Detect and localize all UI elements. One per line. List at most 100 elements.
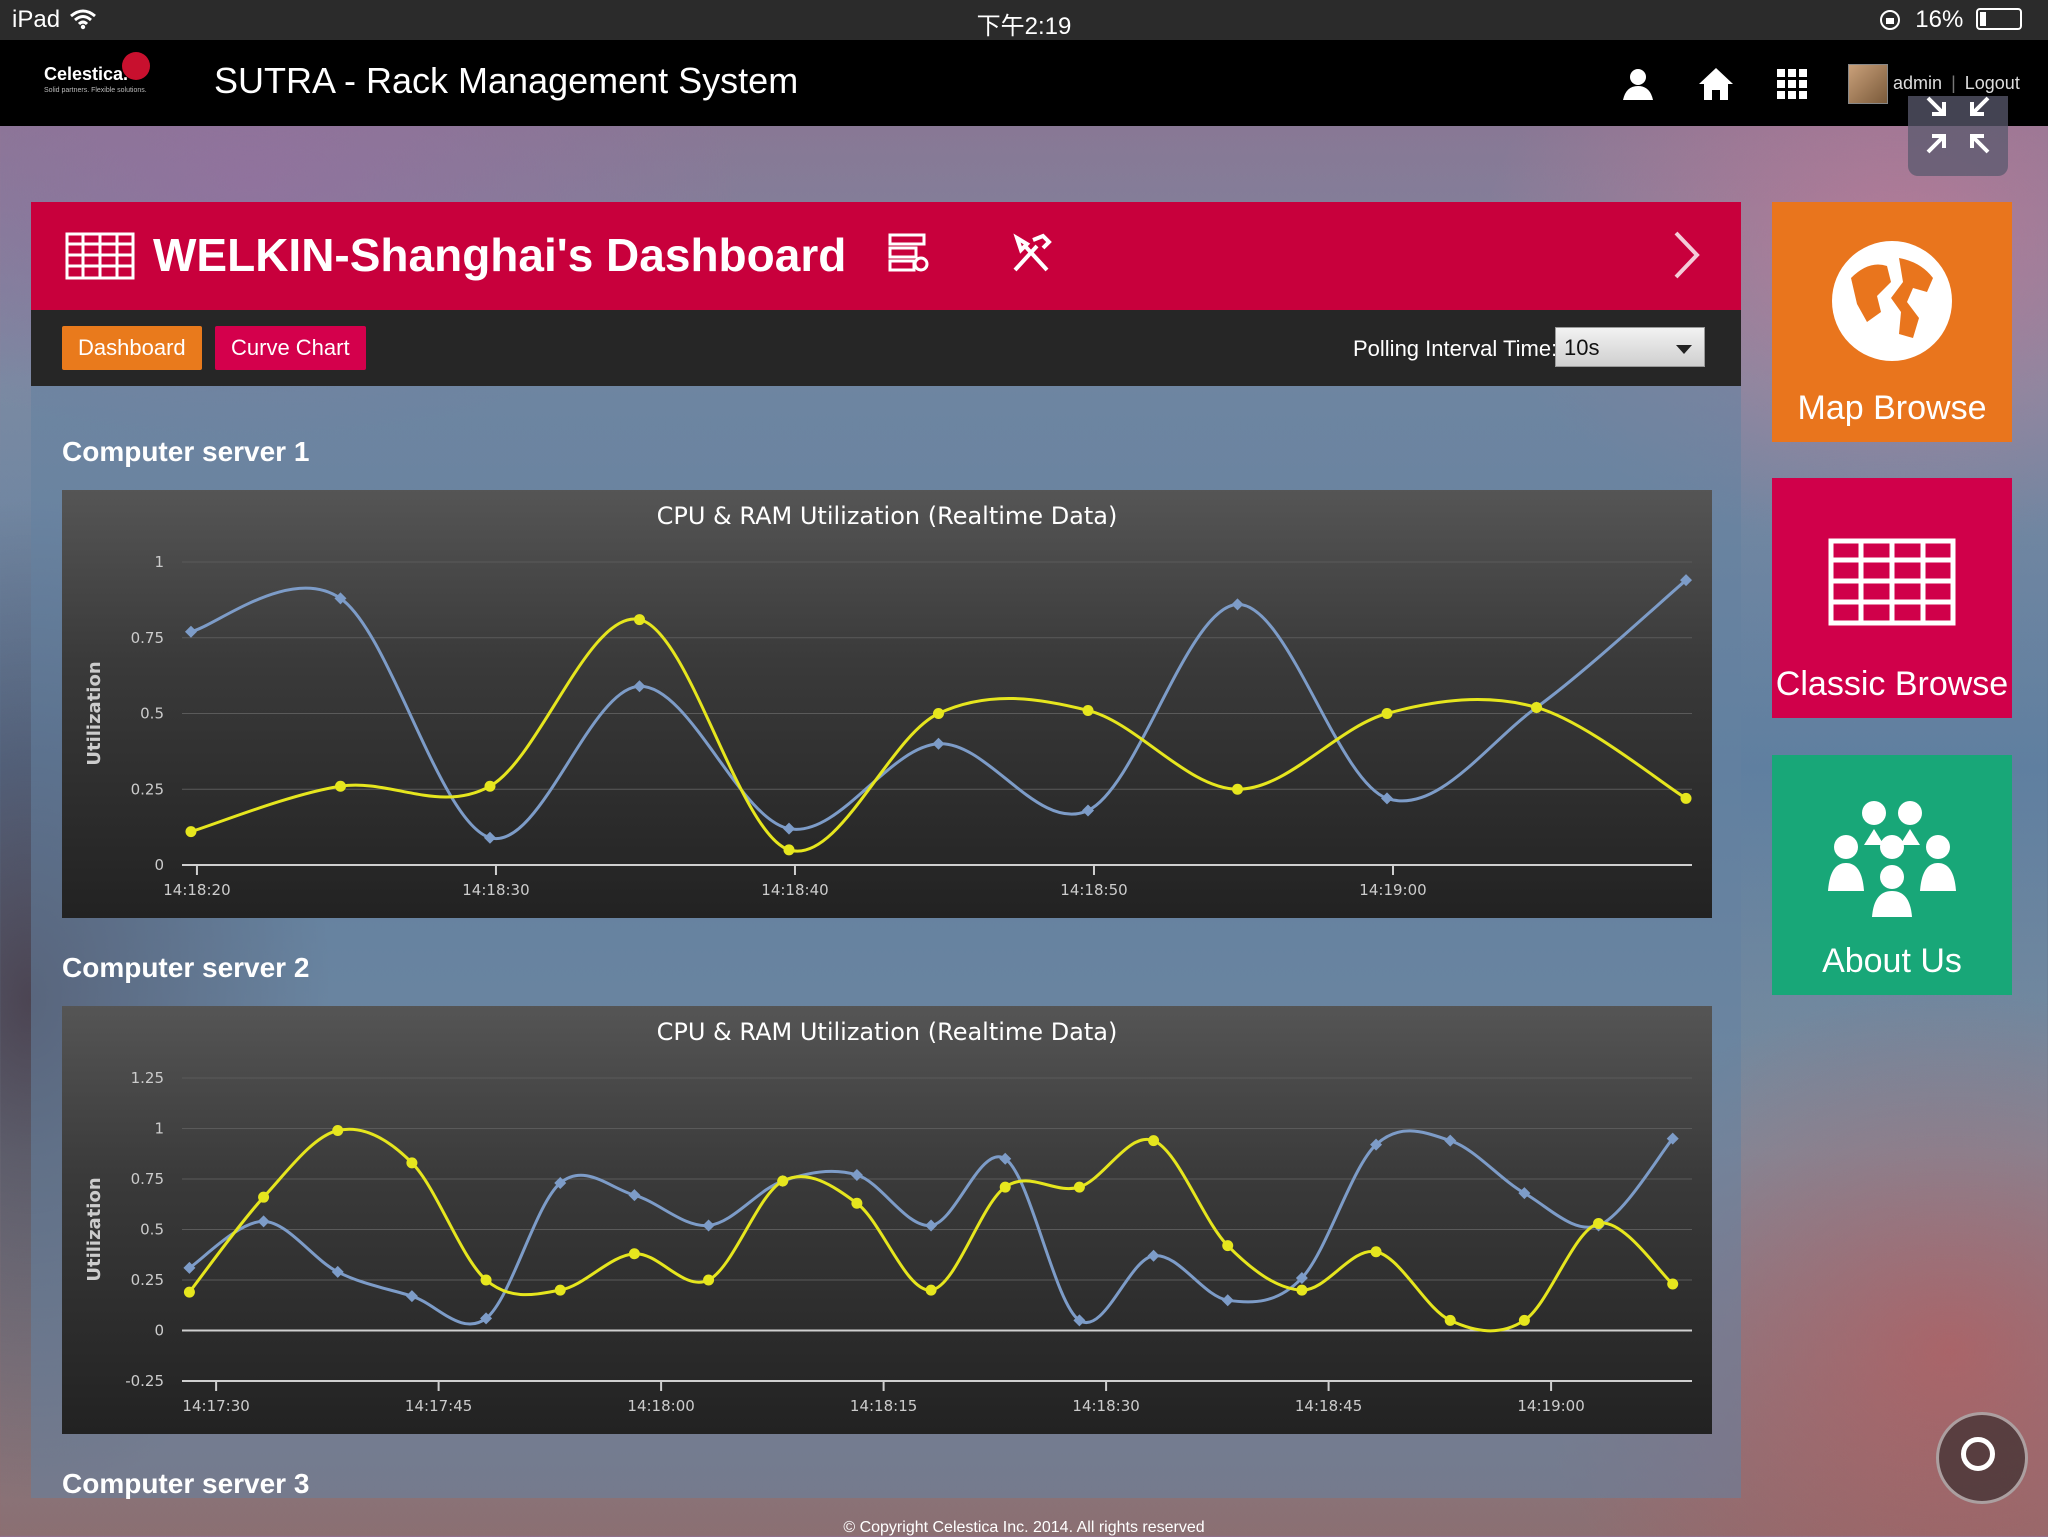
- tab-dashboard[interactable]: Dashboard: [62, 326, 202, 370]
- tab-bar: Dashboard Curve Chart Polling Interval T…: [31, 310, 1741, 386]
- y-tick-label: 0.75: [131, 629, 164, 647]
- data-point: [782, 822, 795, 835]
- data-point: [1221, 1294, 1234, 1307]
- data-point: [1231, 598, 1244, 611]
- dashboard-panel: WELKIN-Shanghai's Dashboard Dashboard Cu…: [31, 202, 1741, 1499]
- data-point: [1444, 1134, 1457, 1147]
- device-name: iPad: [12, 6, 61, 33]
- x-tick-label: 14:18:00: [627, 1397, 694, 1415]
- user-name[interactable]: admin: [1893, 72, 1943, 93]
- data-point: [1381, 792, 1394, 805]
- data-point: [480, 1274, 492, 1286]
- data-point: [1296, 1284, 1308, 1296]
- tile-classic-browse[interactable]: Classic Browse: [1772, 478, 2012, 718]
- user-icon[interactable]: [1618, 64, 1658, 104]
- data-point: [1680, 792, 1692, 804]
- data-point: [783, 844, 795, 856]
- chart-title: CPU & RAM Utilization (Realtime Data): [657, 502, 1118, 530]
- tile-map-browse-label: Map Browse: [1797, 389, 1987, 427]
- dashboard-title: WELKIN-Shanghai's Dashboard: [153, 229, 847, 281]
- x-tick-label: 14:19:00: [1359, 881, 1426, 899]
- assistive-touch-button[interactable]: [1936, 1412, 2028, 1504]
- celestica-logo[interactable]: Celestica. Solid partners. Flexible solu…: [44, 52, 150, 94]
- home-icon[interactable]: [1696, 64, 1736, 104]
- data-point: [331, 1265, 344, 1278]
- data-point: [1667, 1278, 1679, 1290]
- tab-curve-chart[interactable]: Curve Chart: [215, 326, 366, 370]
- tile-map-browse[interactable]: Map Browse: [1772, 202, 2012, 442]
- rack-settings-icon[interactable]: [887, 232, 931, 276]
- data-point: [480, 1312, 493, 1325]
- data-point: [777, 1175, 789, 1187]
- user-menu: admin | Logout: [1848, 64, 2020, 104]
- chevron-down-icon: [1676, 345, 1692, 354]
- x-tick-label: 14:18:30: [462, 881, 529, 899]
- clock: 下午2:19: [976, 13, 1072, 40]
- data-point: [932, 708, 944, 719]
- polling-interval-select[interactable]: 10s: [1555, 327, 1705, 367]
- logo-tagline: Solid partners. Flexible solutions.: [44, 87, 147, 94]
- table-icon: [1828, 538, 1956, 626]
- data-point: [406, 1157, 418, 1169]
- data-point: [405, 1290, 418, 1303]
- y-tick-label: 0.25: [131, 1271, 164, 1289]
- orientation-lock-icon: [1879, 10, 1900, 30]
- logo-name: Celestica.: [44, 64, 129, 84]
- section-title-server-3: Computer server 3: [62, 1468, 310, 1499]
- data-point: [334, 592, 347, 605]
- data-point: [184, 625, 197, 638]
- y-tick-label: 1: [154, 553, 164, 571]
- tile-classic-browse-label: Classic Browse: [1775, 665, 2009, 703]
- data-point: [702, 1219, 715, 1232]
- data-point: [1073, 1181, 1085, 1193]
- data-point: [258, 1191, 270, 1203]
- avatar[interactable]: [1848, 64, 1888, 104]
- wifi-icon: [70, 9, 96, 30]
- x-tick-label: 14:17:45: [405, 1397, 472, 1415]
- data-point: [1073, 1314, 1086, 1327]
- table-icon: [65, 232, 135, 280]
- copyright-footer: © Copyright Celestica Inc. 2014. All rig…: [843, 1519, 1205, 1536]
- data-point: [1232, 783, 1244, 795]
- tools-icon[interactable]: [1009, 232, 1053, 276]
- data-point: [1148, 1135, 1160, 1147]
- data-point: [1531, 701, 1543, 713]
- data-point: [851, 1197, 863, 1209]
- next-arrow-icon[interactable]: [1671, 230, 1701, 280]
- data-point: [1295, 1271, 1308, 1284]
- data-point: [554, 1284, 566, 1296]
- y-axis-label: Utilization: [84, 661, 105, 765]
- dashboard-header: WELKIN-Shanghai's Dashboard: [31, 202, 1741, 310]
- y-tick-label: 1: [154, 1120, 164, 1138]
- tile-about-us[interactable]: About Us: [1772, 755, 2012, 995]
- data-point: [850, 1168, 863, 1181]
- y-axis-label: Utilization: [84, 1177, 105, 1281]
- data-point: [1518, 1314, 1530, 1326]
- data-point: [554, 1177, 567, 1190]
- chart-server-1: CPU & RAM Utilization (Realtime Data) Uti…: [62, 490, 1712, 918]
- globe-icon: [1832, 241, 1952, 361]
- series-line-2: [190, 617, 1687, 853]
- app-header: Celestica. Solid partners. Flexible solu…: [0, 40, 2048, 126]
- resize-icon: [1926, 96, 1990, 154]
- section-title-server-2: Computer server 2: [62, 952, 310, 983]
- data-point: [1370, 1138, 1383, 1151]
- y-tick-label: 1.25: [131, 1069, 164, 1087]
- chart-svg-2: CPU & RAM Utilization (Realtime Data) Uti…: [84, 1018, 1692, 1415]
- logout-link[interactable]: Logout: [1964, 72, 2020, 93]
- resize-button[interactable]: [1908, 96, 2008, 176]
- data-point: [1381, 708, 1393, 719]
- data-point: [999, 1152, 1012, 1165]
- x-tick-label: 14:17:30: [182, 1397, 249, 1415]
- apps-grid-icon[interactable]: [1772, 64, 1812, 104]
- data-point: [183, 1286, 195, 1298]
- data-point: [483, 831, 496, 844]
- data-point: [932, 737, 945, 750]
- x-tick-label: 14:18:30: [1072, 1397, 1139, 1415]
- chart-svg-1: CPU & RAM Utilization (Realtime Data) Uti…: [84, 502, 1693, 899]
- data-point: [332, 1125, 344, 1137]
- data-point: [1593, 1217, 1605, 1229]
- data-point: [257, 1215, 270, 1228]
- polling-interval-label: Polling Interval Time:: [1353, 336, 1558, 361]
- data-point: [999, 1181, 1011, 1193]
